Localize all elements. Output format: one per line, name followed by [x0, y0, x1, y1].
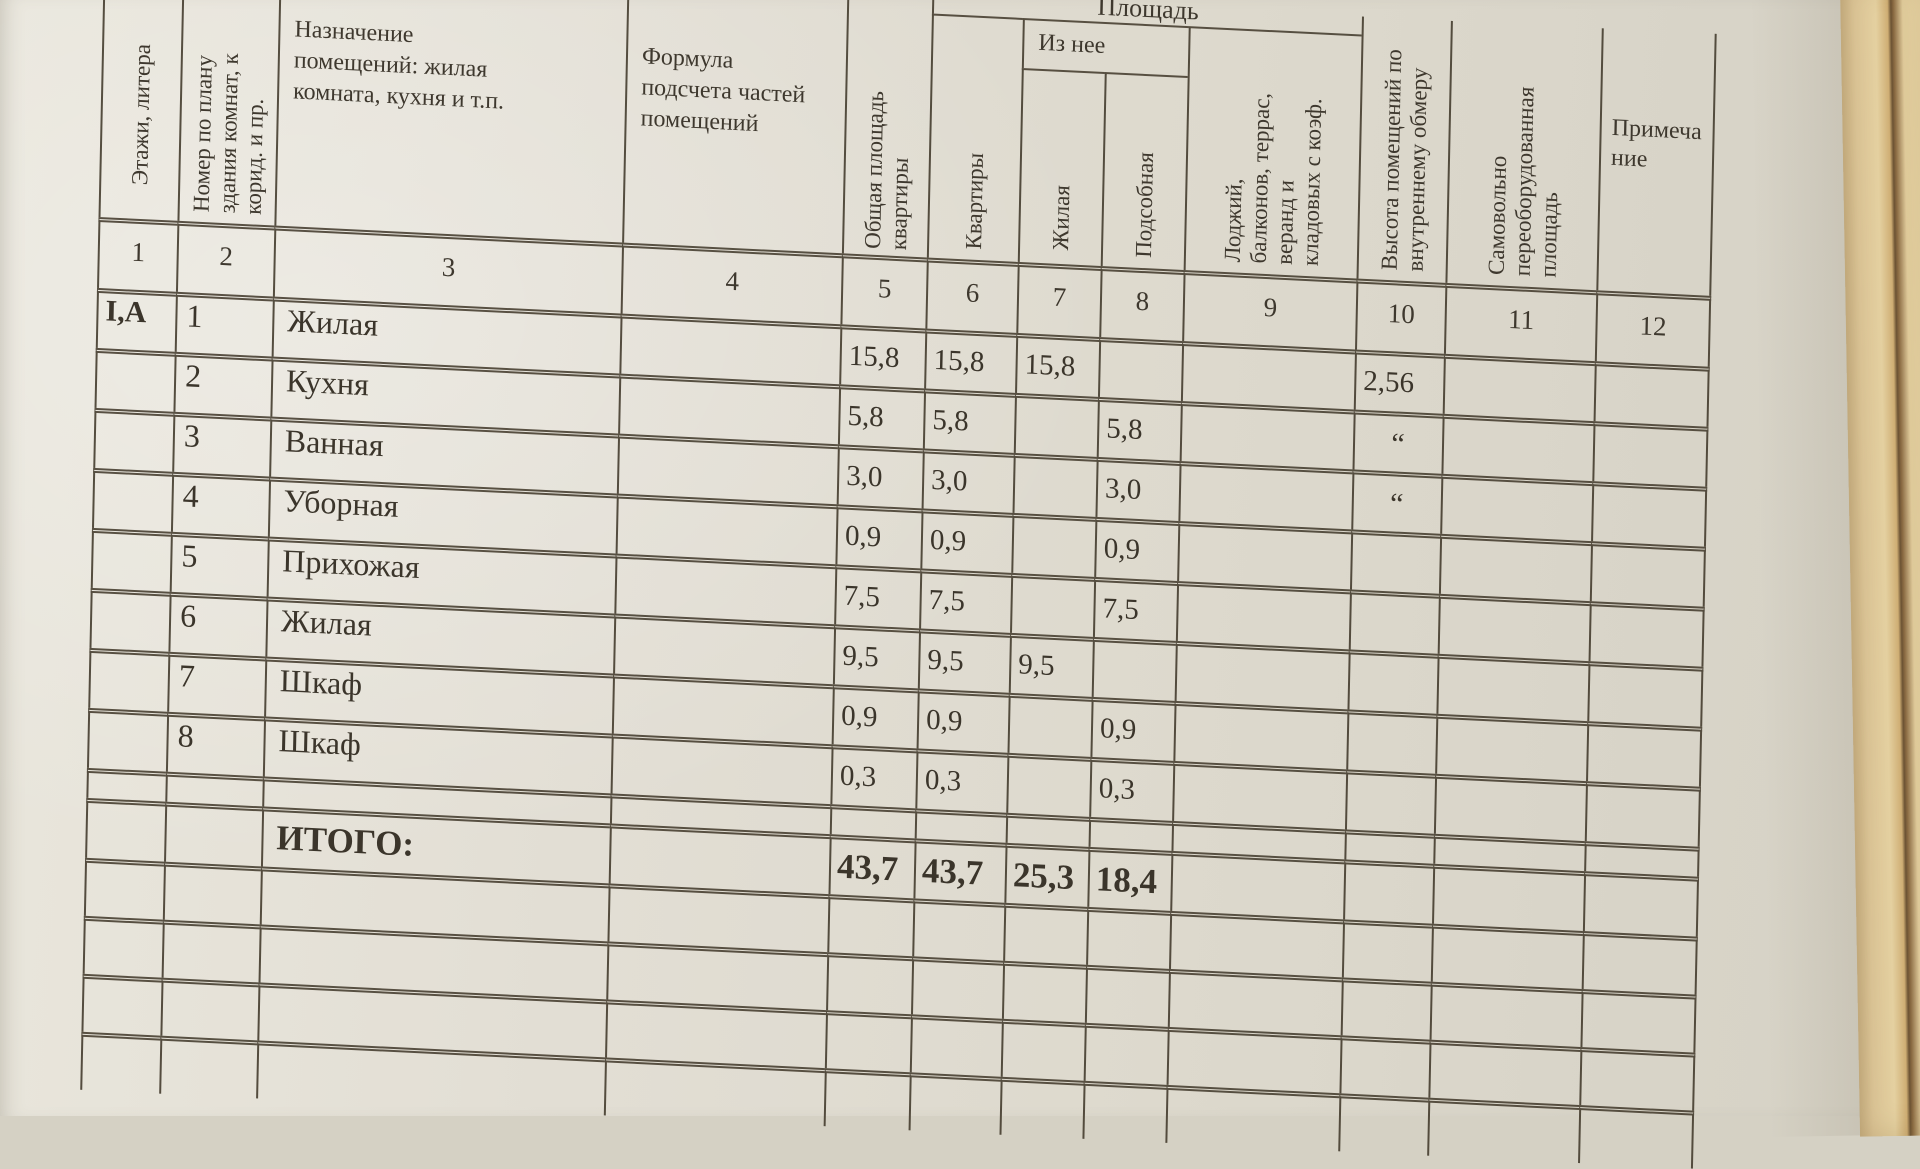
col-header-floors: Этажи, литера — [98, 0, 183, 221]
ditto-mark: “ — [1389, 487, 1405, 521]
group-header-of-it: Из нее — [1021, 17, 1189, 77]
col-header-living: Жилая — [1017, 67, 1105, 266]
ditto-mark: “ — [1391, 427, 1407, 462]
col-header-total-area: Общая площадь квартиры — [841, 0, 933, 258]
room-name: Шкаф — [278, 722, 362, 763]
col-header-note: Примеча ние — [1596, 28, 1717, 296]
room-name: Шкаф — [279, 662, 363, 703]
col-header-loggia: Лоджий, балконов, террас, веранд и кладо… — [1183, 26, 1362, 279]
room-name: Ванная — [284, 422, 384, 464]
totals-label: ИТОГО: — [276, 818, 415, 864]
room-name: Кухня — [285, 362, 370, 403]
room-name: Прихожая — [281, 542, 420, 585]
col-header-plan-number: Номер по плану здания комнат, к корид. и… — [177, 0, 280, 226]
col-header-formula: Формула подсчета частей помещений — [622, 0, 848, 254]
col-header-auxiliary: Подсобная — [1100, 72, 1188, 271]
room-name: Уборная — [283, 482, 399, 524]
col-header-apartment: Квартиры — [926, 13, 1023, 262]
explication-table: Этажи, литера Номер по плану здания комн… — [80, 0, 1717, 1169]
floor-litera: I,А — [105, 294, 147, 330]
col-header-unauthorized: Самовольно переоборудованная площадь — [1445, 20, 1602, 291]
room-name: Жилая — [280, 602, 373, 643]
col-header-height: Высота помещений по внутреннему обмеру — [1356, 16, 1451, 283]
col-header-purpose: Назначение помещений: жилая комната, кух… — [274, 0, 628, 243]
room-name: Жилая — [287, 302, 379, 343]
